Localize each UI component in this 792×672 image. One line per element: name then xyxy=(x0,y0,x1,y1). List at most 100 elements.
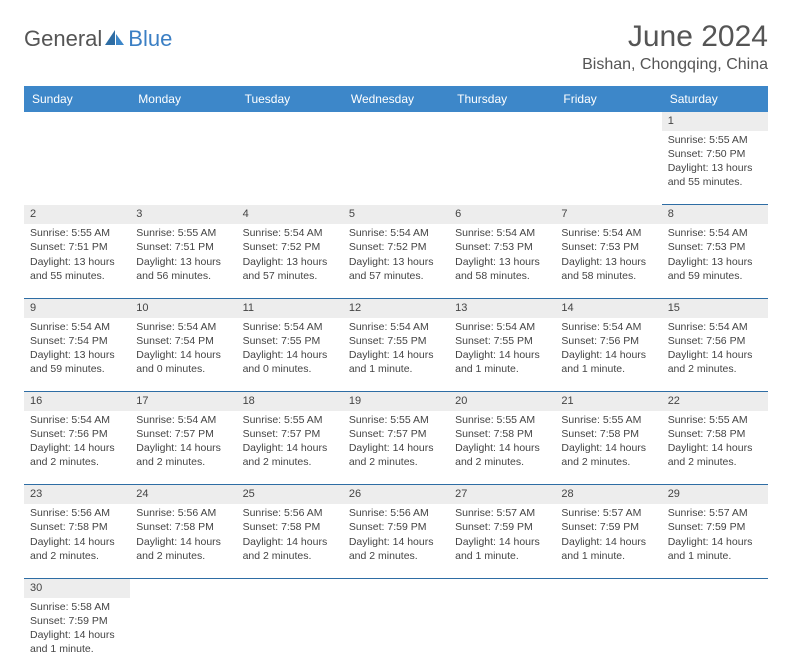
daylight-text: and 2 minutes. xyxy=(561,455,655,469)
sunrise-text: Sunrise: 5:55 AM xyxy=(243,413,337,427)
daylight-text: Daylight: 13 hours xyxy=(30,255,124,269)
daylight-text: Daylight: 13 hours xyxy=(561,255,655,269)
sunrise-text: Sunrise: 5:56 AM xyxy=(30,506,124,520)
weekday-header: Sunday xyxy=(24,86,130,112)
day-number: 6 xyxy=(449,205,555,224)
sunset-text: Sunset: 7:56 PM xyxy=(561,334,655,348)
day-number: 7 xyxy=(555,205,661,224)
empty-cell xyxy=(555,578,661,597)
empty-cell xyxy=(130,598,236,672)
sunset-text: Sunset: 7:51 PM xyxy=(30,240,124,254)
day-cell: Sunrise: 5:54 AMSunset: 7:52 PMDaylight:… xyxy=(237,224,343,298)
brand-logo: General Blue xyxy=(24,26,172,52)
daylight-text: and 1 minute. xyxy=(455,362,549,376)
sunset-text: Sunset: 7:59 PM xyxy=(30,614,124,628)
sunset-text: Sunset: 7:57 PM xyxy=(243,427,337,441)
daylight-text: and 56 minutes. xyxy=(136,269,230,283)
day-cell: Sunrise: 5:54 AMSunset: 7:55 PMDaylight:… xyxy=(237,318,343,392)
daylight-text: Daylight: 13 hours xyxy=(136,255,230,269)
day-number-row: 2345678 xyxy=(24,205,768,224)
daylight-text: Daylight: 13 hours xyxy=(455,255,549,269)
daylight-text: and 2 minutes. xyxy=(30,455,124,469)
day-cell: Sunrise: 5:54 AMSunset: 7:55 PMDaylight:… xyxy=(449,318,555,392)
daylight-text: and 2 minutes. xyxy=(243,455,337,469)
sunset-text: Sunset: 7:58 PM xyxy=(668,427,762,441)
day-cell: Sunrise: 5:57 AMSunset: 7:59 PMDaylight:… xyxy=(555,504,661,578)
day-number: 9 xyxy=(24,298,130,317)
daylight-text: Daylight: 13 hours xyxy=(30,348,124,362)
sunset-text: Sunset: 7:59 PM xyxy=(561,520,655,534)
daylight-text: Daylight: 14 hours xyxy=(243,348,337,362)
daylight-text: Daylight: 14 hours xyxy=(136,535,230,549)
empty-cell xyxy=(449,112,555,131)
sunset-text: Sunset: 7:52 PM xyxy=(349,240,443,254)
sunrise-text: Sunrise: 5:55 AM xyxy=(136,226,230,240)
empty-cell xyxy=(555,131,661,205)
day-cell: Sunrise: 5:56 AMSunset: 7:58 PMDaylight:… xyxy=(130,504,236,578)
empty-cell xyxy=(449,578,555,597)
sunrise-text: Sunrise: 5:55 AM xyxy=(668,133,762,147)
day-cell: Sunrise: 5:56 AMSunset: 7:58 PMDaylight:… xyxy=(237,504,343,578)
daylight-text: and 55 minutes. xyxy=(30,269,124,283)
daylight-text: and 2 minutes. xyxy=(349,455,443,469)
daylight-text: Daylight: 14 hours xyxy=(455,348,549,362)
day-cell: Sunrise: 5:55 AMSunset: 7:58 PMDaylight:… xyxy=(662,411,768,485)
daylight-text: and 2 minutes. xyxy=(668,362,762,376)
daylight-text: and 55 minutes. xyxy=(668,175,762,189)
sunset-text: Sunset: 7:58 PM xyxy=(30,520,124,534)
day-cell: Sunrise: 5:55 AMSunset: 7:51 PMDaylight:… xyxy=(24,224,130,298)
day-cell: Sunrise: 5:55 AMSunset: 7:51 PMDaylight:… xyxy=(130,224,236,298)
empty-cell xyxy=(130,578,236,597)
sunrise-text: Sunrise: 5:54 AM xyxy=(30,320,124,334)
sunset-text: Sunset: 7:51 PM xyxy=(136,240,230,254)
day-number: 17 xyxy=(130,392,236,411)
day-cell: Sunrise: 5:55 AMSunset: 7:58 PMDaylight:… xyxy=(449,411,555,485)
sunrise-text: Sunrise: 5:55 AM xyxy=(561,413,655,427)
daylight-text: and 2 minutes. xyxy=(136,549,230,563)
day-number: 23 xyxy=(24,485,130,504)
day-cell: Sunrise: 5:54 AMSunset: 7:56 PMDaylight:… xyxy=(24,411,130,485)
sunrise-text: Sunrise: 5:54 AM xyxy=(136,413,230,427)
empty-cell xyxy=(343,598,449,672)
day-number: 4 xyxy=(237,205,343,224)
daylight-text: Daylight: 14 hours xyxy=(668,441,762,455)
daylight-text: and 57 minutes. xyxy=(243,269,337,283)
sunset-text: Sunset: 7:55 PM xyxy=(455,334,549,348)
daylight-text: and 2 minutes. xyxy=(30,549,124,563)
empty-cell xyxy=(343,112,449,131)
daylight-text: and 2 minutes. xyxy=(136,455,230,469)
sunrise-text: Sunrise: 5:55 AM xyxy=(30,226,124,240)
day-cell: Sunrise: 5:54 AMSunset: 7:55 PMDaylight:… xyxy=(343,318,449,392)
daylight-text: Daylight: 14 hours xyxy=(561,441,655,455)
day-body-row: Sunrise: 5:54 AMSunset: 7:56 PMDaylight:… xyxy=(24,411,768,485)
daylight-text: Daylight: 14 hours xyxy=(349,535,443,549)
daylight-text: Daylight: 14 hours xyxy=(561,348,655,362)
empty-cell xyxy=(237,598,343,672)
day-cell: Sunrise: 5:56 AMSunset: 7:59 PMDaylight:… xyxy=(343,504,449,578)
empty-cell xyxy=(449,131,555,205)
sunset-text: Sunset: 7:56 PM xyxy=(668,334,762,348)
day-number: 12 xyxy=(343,298,449,317)
sunrise-text: Sunrise: 5:56 AM xyxy=(136,506,230,520)
day-number: 25 xyxy=(237,485,343,504)
sunset-text: Sunset: 7:53 PM xyxy=(668,240,762,254)
day-cell: Sunrise: 5:55 AMSunset: 7:57 PMDaylight:… xyxy=(237,411,343,485)
sunrise-text: Sunrise: 5:54 AM xyxy=(243,320,337,334)
sunset-text: Sunset: 7:53 PM xyxy=(561,240,655,254)
daylight-text: and 1 minute. xyxy=(561,549,655,563)
sunset-text: Sunset: 7:54 PM xyxy=(136,334,230,348)
sunrise-text: Sunrise: 5:55 AM xyxy=(668,413,762,427)
sunset-text: Sunset: 7:57 PM xyxy=(349,427,443,441)
sunrise-text: Sunrise: 5:57 AM xyxy=(668,506,762,520)
sunset-text: Sunset: 7:54 PM xyxy=(30,334,124,348)
sunset-text: Sunset: 7:50 PM xyxy=(668,147,762,161)
day-number: 28 xyxy=(555,485,661,504)
weekday-header: Saturday xyxy=(662,86,768,112)
sunset-text: Sunset: 7:55 PM xyxy=(349,334,443,348)
empty-cell xyxy=(555,112,661,131)
daylight-text: and 2 minutes. xyxy=(243,549,337,563)
day-number: 26 xyxy=(343,485,449,504)
day-number: 22 xyxy=(662,392,768,411)
daylight-text: Daylight: 14 hours xyxy=(243,441,337,455)
sunrise-text: Sunrise: 5:54 AM xyxy=(561,320,655,334)
